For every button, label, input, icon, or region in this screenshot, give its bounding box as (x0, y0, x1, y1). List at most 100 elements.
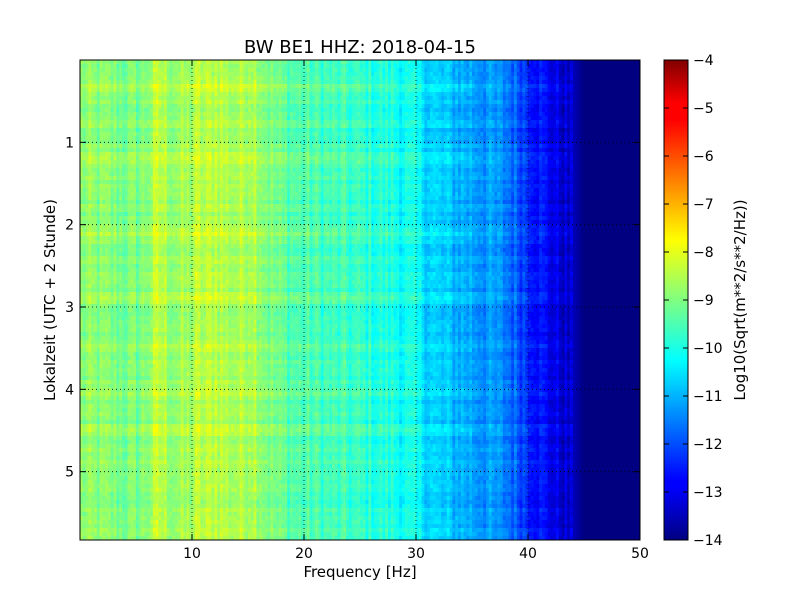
heatmap-cell (380, 92, 383, 96)
heatmap-cell (461, 84, 464, 88)
heatmap-cell (158, 108, 161, 112)
heatmap-cell (242, 88, 245, 92)
heatmap-cell (366, 64, 369, 68)
heatmap-cell (394, 64, 397, 68)
heatmap-cell (186, 64, 189, 68)
heatmap-cell (298, 60, 301, 64)
heatmap-cell (534, 128, 537, 132)
heatmap-cell (410, 76, 413, 80)
heatmap-cell (634, 128, 637, 132)
heatmap-cell (172, 64, 175, 68)
heatmap-cell (150, 88, 153, 92)
heatmap-cell (539, 128, 542, 132)
heatmap-cell (447, 92, 450, 96)
heatmap-cell (559, 84, 562, 88)
heatmap-cell (153, 128, 156, 132)
heatmap-cell (214, 84, 217, 88)
heatmap-cell (402, 144, 405, 148)
heatmap-cell (385, 68, 388, 72)
heatmap-cell (466, 112, 469, 116)
heatmap-cell (486, 148, 489, 152)
heatmap-cell (97, 148, 100, 152)
heatmap-cell (363, 68, 366, 72)
heatmap-cell (587, 116, 590, 120)
heatmap-cell (310, 112, 313, 116)
heatmap-cell (601, 80, 604, 84)
heatmap-cell (108, 156, 111, 160)
heatmap-cell (458, 156, 461, 160)
heatmap-cell (245, 136, 248, 140)
heatmap-cell (128, 116, 131, 120)
heatmap-cell (122, 96, 125, 100)
heatmap-cell (296, 68, 299, 72)
heatmap-cell (371, 68, 374, 72)
heatmap-cell (433, 116, 436, 120)
heatmap-cell (396, 84, 399, 88)
heatmap-cell (237, 72, 240, 76)
heatmap-cell (186, 68, 189, 72)
heatmap-cell (480, 136, 483, 140)
heatmap-cell (405, 80, 408, 84)
heatmap-cell (620, 120, 623, 124)
heatmap-cell (539, 72, 542, 76)
heatmap-cell (590, 120, 593, 124)
heatmap-cell (206, 156, 209, 160)
heatmap-cell (338, 128, 341, 132)
heatmap-cell (321, 128, 324, 132)
heatmap-cell (584, 100, 587, 104)
heatmap-cell (175, 72, 178, 76)
heatmap-cell (623, 128, 626, 132)
heatmap-cell (212, 132, 215, 136)
heatmap-cell (469, 84, 472, 88)
heatmap-cell (447, 96, 450, 100)
heatmap-cell (147, 92, 150, 96)
heatmap-cell (209, 68, 212, 72)
heatmap-cell (567, 148, 570, 152)
heatmap-cell (430, 144, 433, 148)
heatmap-cell (357, 156, 360, 160)
heatmap-cell (458, 104, 461, 108)
heatmap-cell (184, 148, 187, 152)
heatmap-cell (128, 64, 131, 68)
heatmap-cell (349, 104, 352, 108)
heatmap-cell (394, 80, 397, 84)
heatmap-cell (321, 136, 324, 140)
heatmap-cell (598, 64, 601, 68)
heatmap-cell (377, 116, 380, 120)
heatmap-cell (394, 92, 397, 96)
heatmap-cell (335, 64, 338, 68)
heatmap-cell (450, 108, 453, 112)
heatmap-cell (604, 64, 607, 68)
heatmap-cell (144, 152, 147, 156)
heatmap-cell (164, 156, 167, 160)
heatmap-cell (528, 104, 531, 108)
heatmap-cell (287, 68, 290, 72)
heatmap-cell (604, 132, 607, 136)
heatmap-cell (450, 132, 453, 136)
heatmap-cell (220, 100, 223, 104)
heatmap-cell (172, 84, 175, 88)
heatmap-cell (402, 60, 405, 64)
heatmap-cell (615, 116, 618, 120)
heatmap-cell (296, 120, 299, 124)
heatmap-cell (514, 100, 517, 104)
heatmap-cell (125, 72, 128, 76)
heatmap-cell (130, 60, 133, 64)
heatmap-cell (91, 124, 94, 128)
heatmap-cell (441, 148, 444, 152)
heatmap-cell (626, 132, 629, 136)
heatmap-cell (298, 68, 301, 72)
heatmap-cell (248, 92, 251, 96)
heatmap-cell (458, 148, 461, 152)
heatmap-cell (573, 80, 576, 84)
heatmap-cell (276, 124, 279, 128)
heatmap-cell (170, 60, 173, 64)
heatmap-cell (534, 152, 537, 156)
heatmap-cell (181, 144, 184, 148)
heatmap-cell (480, 148, 483, 152)
heatmap-cell (436, 112, 439, 116)
heatmap-cell (444, 120, 447, 124)
heatmap-cell (240, 96, 243, 100)
heatmap-cell (587, 96, 590, 100)
heatmap-cell (164, 76, 167, 80)
